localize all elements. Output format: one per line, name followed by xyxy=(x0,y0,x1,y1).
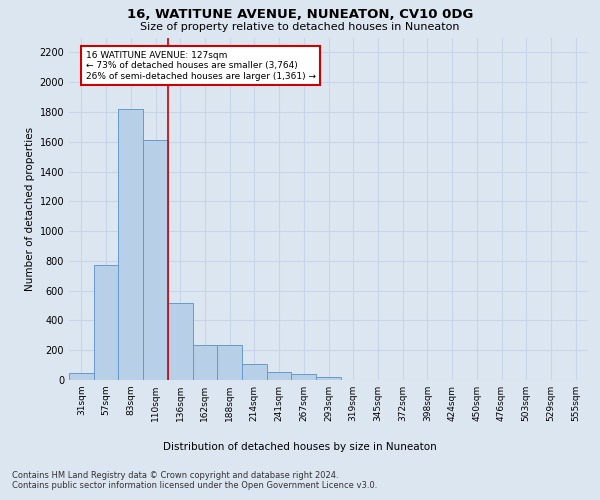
Bar xyxy=(118,109,143,380)
Bar xyxy=(217,345,242,380)
Bar xyxy=(168,302,193,380)
Text: Size of property relative to detached houses in Nuneaton: Size of property relative to detached ho… xyxy=(140,22,460,32)
Bar xyxy=(193,345,217,380)
Bar xyxy=(143,140,168,380)
Text: 16, WATITUNE AVENUE, NUNEATON, CV10 0DG: 16, WATITUNE AVENUE, NUNEATON, CV10 0DG xyxy=(127,8,473,20)
Text: Contains HM Land Registry data © Crown copyright and database right 2024.: Contains HM Land Registry data © Crown c… xyxy=(12,471,338,480)
Bar xyxy=(69,372,94,380)
Text: 16 WATITUNE AVENUE: 127sqm
← 73% of detached houses are smaller (3,764)
26% of s: 16 WATITUNE AVENUE: 127sqm ← 73% of deta… xyxy=(86,51,316,80)
Text: Distribution of detached houses by size in Nuneaton: Distribution of detached houses by size … xyxy=(163,442,437,452)
Bar xyxy=(242,364,267,380)
Bar xyxy=(94,264,118,380)
Bar xyxy=(292,374,316,380)
Y-axis label: Number of detached properties: Number of detached properties xyxy=(25,126,35,291)
Bar xyxy=(267,372,292,380)
Bar xyxy=(316,378,341,380)
Text: Contains public sector information licensed under the Open Government Licence v3: Contains public sector information licen… xyxy=(12,481,377,490)
